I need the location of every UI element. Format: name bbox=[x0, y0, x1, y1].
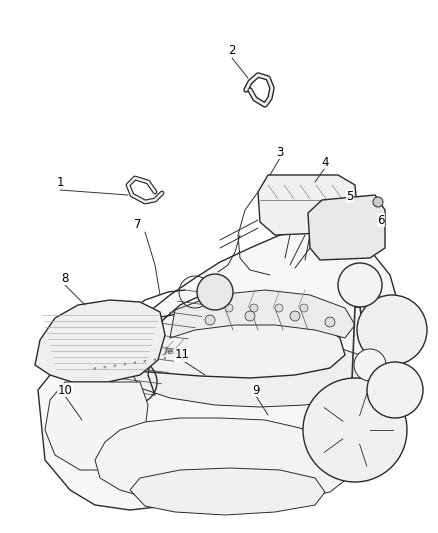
Circle shape bbox=[387, 382, 403, 398]
Circle shape bbox=[225, 304, 233, 312]
Polygon shape bbox=[170, 290, 355, 338]
Circle shape bbox=[353, 274, 358, 280]
Circle shape bbox=[354, 349, 386, 381]
Text: 5: 5 bbox=[346, 190, 354, 203]
Text: 6: 6 bbox=[377, 214, 385, 227]
Polygon shape bbox=[38, 230, 400, 510]
Text: 8: 8 bbox=[61, 271, 69, 285]
Text: 9: 9 bbox=[252, 384, 260, 397]
Circle shape bbox=[275, 304, 283, 312]
Polygon shape bbox=[258, 175, 358, 235]
Circle shape bbox=[338, 263, 382, 307]
Circle shape bbox=[353, 290, 358, 296]
Circle shape bbox=[406, 327, 413, 334]
Polygon shape bbox=[308, 195, 385, 260]
Polygon shape bbox=[95, 418, 348, 505]
Text: Jeep: Jeep bbox=[163, 346, 187, 358]
Text: 4: 4 bbox=[321, 156, 329, 168]
Text: 7: 7 bbox=[134, 219, 142, 231]
Circle shape bbox=[357, 295, 427, 365]
Circle shape bbox=[205, 315, 215, 325]
Polygon shape bbox=[130, 340, 375, 407]
Polygon shape bbox=[75, 308, 345, 378]
Circle shape bbox=[373, 197, 383, 207]
Circle shape bbox=[325, 317, 335, 327]
Circle shape bbox=[245, 311, 255, 321]
Text: 11: 11 bbox=[174, 349, 190, 361]
Circle shape bbox=[303, 378, 407, 482]
Text: 3: 3 bbox=[276, 146, 284, 158]
Circle shape bbox=[382, 320, 402, 340]
Circle shape bbox=[380, 312, 387, 319]
Polygon shape bbox=[130, 468, 325, 515]
Circle shape bbox=[197, 274, 233, 310]
Circle shape bbox=[340, 415, 370, 445]
Circle shape bbox=[380, 341, 387, 348]
Text: 2: 2 bbox=[228, 44, 236, 56]
Circle shape bbox=[250, 304, 258, 312]
Polygon shape bbox=[45, 382, 148, 470]
Circle shape bbox=[300, 304, 308, 312]
Text: 10: 10 bbox=[57, 384, 72, 397]
Circle shape bbox=[367, 362, 423, 418]
Circle shape bbox=[366, 282, 372, 288]
Polygon shape bbox=[35, 300, 165, 382]
Text: 1: 1 bbox=[56, 175, 64, 189]
Circle shape bbox=[290, 311, 300, 321]
